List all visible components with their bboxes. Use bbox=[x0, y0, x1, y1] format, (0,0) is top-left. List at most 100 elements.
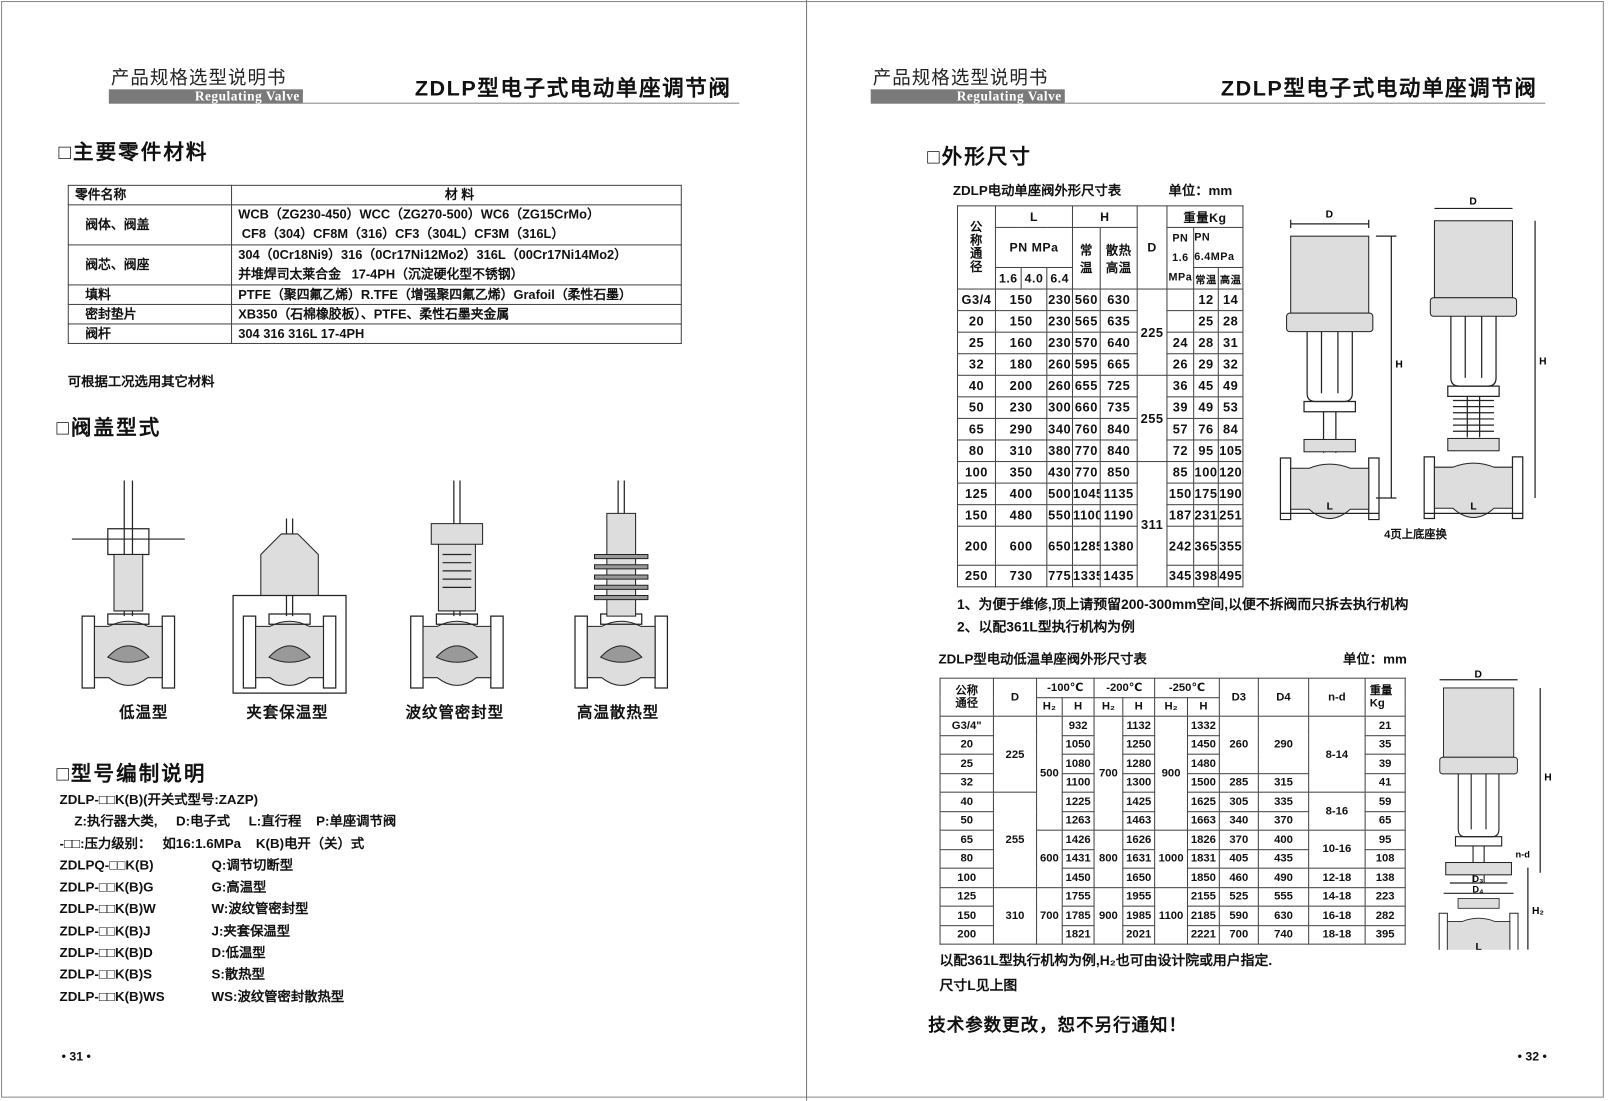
table-cell: 100 bbox=[939, 867, 994, 888]
table-cell: 18-18 bbox=[1308, 924, 1366, 945]
table-cell: 65 bbox=[956, 417, 996, 441]
table-cell: 850 bbox=[1099, 461, 1138, 484]
table-cell: 1280 bbox=[1122, 753, 1156, 774]
table-cell: 200 bbox=[939, 924, 994, 945]
table-cell: 160 bbox=[994, 331, 1048, 355]
table-cell: 32 bbox=[939, 772, 994, 793]
table-cell: 398 bbox=[1193, 564, 1219, 588]
table-row: 密封垫片 XB350（石棉橡胶板）、PTFE、柔性石墨夹金属 bbox=[67, 303, 682, 325]
col-header-nd: n-d bbox=[1308, 677, 1366, 717]
table-cell: 1631 bbox=[1122, 848, 1156, 869]
table-cell: 1955 bbox=[1122, 886, 1156, 907]
table-cell: 2221 bbox=[1186, 924, 1220, 945]
table-cell: 1380 bbox=[1099, 525, 1138, 566]
table-row: 填料 PTFE（聚四氟乙烯）R.TFE（增强聚四氟乙烯）Grafoil（柔性石墨） bbox=[67, 284, 682, 305]
col-header-l40: 4.0 bbox=[1020, 266, 1048, 290]
table-cell: 260 bbox=[1218, 715, 1259, 774]
table-cell: 840 bbox=[1099, 439, 1138, 463]
table2-note: 以配361L型执行机构为例,H₂也可由设计院或用户指定. bbox=[939, 952, 1273, 969]
table-cell: 260 bbox=[1046, 374, 1074, 398]
col-header: 材 料 bbox=[231, 184, 682, 206]
dim-label-D: D bbox=[1326, 210, 1333, 221]
table-row: 40 200 260 655 725 255 36 45 49 bbox=[956, 374, 1244, 463]
col-header-h2: H₂ bbox=[1036, 696, 1063, 717]
col-header-h: H bbox=[1122, 696, 1156, 717]
table-cell: 1425 bbox=[1122, 791, 1156, 812]
table-cell: 50 bbox=[956, 396, 996, 419]
table-cell bbox=[1166, 310, 1195, 333]
table-row: 25 1080 1280 1480 39 bbox=[939, 753, 1406, 774]
table-cell: 1332 bbox=[1186, 715, 1220, 736]
col-header-D3: D3 bbox=[1218, 677, 1259, 717]
table-cell: 1263 bbox=[1061, 810, 1095, 831]
outline-drawing-standard: D H L bbox=[1279, 210, 1403, 521]
table-cell: 84 bbox=[1217, 417, 1244, 441]
bonnet-type-label: 低温型 bbox=[119, 704, 169, 722]
col-header-h-normal: 常温 bbox=[1072, 226, 1101, 290]
table-cell: 282 bbox=[1364, 905, 1406, 926]
valve-drawing-bellows bbox=[410, 480, 504, 689]
table-cell: 740 bbox=[1257, 924, 1310, 945]
table-cell: 260 bbox=[1046, 353, 1074, 376]
table-cell: 480 bbox=[994, 504, 1048, 527]
figure-caption: 4页上底座换 bbox=[1384, 528, 1447, 542]
table-cell: 1755 bbox=[1061, 886, 1095, 907]
table-cell: 310 bbox=[994, 439, 1048, 463]
table-cell: 340 bbox=[1218, 810, 1259, 831]
table2-title: ZDLP型电动低温单座阀外形尺寸表 bbox=[938, 650, 1147, 667]
table-cell: 635 bbox=[1099, 310, 1138, 333]
section-heading-dimensions: □外形尺寸 bbox=[927, 145, 1033, 169]
table-cell: 36 bbox=[1166, 374, 1195, 398]
col-header-h: H bbox=[1186, 696, 1220, 717]
table-cell: 20 bbox=[956, 310, 996, 333]
part-name: 密封垫片 bbox=[67, 303, 233, 325]
table-cell: 305 bbox=[1218, 791, 1259, 812]
table-cell: 630 bbox=[1257, 905, 1310, 926]
model-code-line: ZDLP-□□K(B)WS WS:波纹管密封散热型 bbox=[59, 988, 345, 1004]
col-header-minus100: -100℃ bbox=[1036, 677, 1095, 698]
page-title: ZDLP型电子式电动单座调节阀 bbox=[414, 77, 732, 101]
table-cell: 32 bbox=[1217, 353, 1244, 376]
table-cell: 50 bbox=[939, 810, 994, 831]
table-row: 阀芯、阀座 304（0Cr18Ni9）316（0Cr17Ni12Mo2）316L（… bbox=[67, 244, 682, 286]
valve-outline-drawings: D H L D H L bbox=[1279, 196, 1547, 521]
page-number: • 31 • bbox=[61, 1049, 91, 1064]
bonnet-type-label: 夹套保温型 bbox=[246, 704, 329, 722]
table-cell: 1132 bbox=[1122, 715, 1156, 736]
table-cell: 41 bbox=[1364, 772, 1406, 793]
table-cell: 57 bbox=[1166, 417, 1195, 441]
table-cell: 1426 bbox=[1061, 829, 1095, 850]
table-cell: 230 bbox=[1046, 288, 1074, 312]
table-cell: 76 bbox=[1193, 417, 1219, 441]
table-cell: 1463 bbox=[1122, 810, 1156, 831]
table-cell: 490 bbox=[1257, 867, 1310, 888]
table-cell: 150 bbox=[1166, 482, 1195, 506]
table1-unit: 单位：mm bbox=[1168, 182, 1233, 199]
table-cell: 20 bbox=[939, 734, 994, 755]
model-code-line: -□□:压力级别： 如16:1.6MPa K(B)电开（关）式 bbox=[59, 835, 365, 851]
series-title: 产品规格选型说明书 bbox=[110, 67, 287, 89]
dim-label-D: D bbox=[1474, 670, 1481, 681]
table-cell: 770 bbox=[1072, 461, 1101, 484]
col-header-L: L bbox=[994, 205, 1074, 228]
table-cell: 175 bbox=[1193, 482, 1219, 506]
table-cell: 29 bbox=[1193, 353, 1219, 376]
table-cell: 72 bbox=[1166, 439, 1195, 463]
table-cell: 570 bbox=[1072, 331, 1101, 355]
table-cell: 355 bbox=[1217, 525, 1244, 566]
table-cell: 53 bbox=[1217, 396, 1244, 419]
bonnet-type-label: 波纹管密封型 bbox=[405, 704, 505, 722]
table-cell: 39 bbox=[1166, 396, 1195, 419]
table-cell: 8-16 bbox=[1308, 791, 1366, 831]
table-cell: 35 bbox=[1364, 734, 1406, 755]
table-cell: 500 bbox=[1046, 482, 1074, 506]
table-header-row: 零件名称材 料 bbox=[67, 184, 682, 206]
dim-label-H: H bbox=[1539, 357, 1546, 368]
table1-note: 1、为便于维修,顶上请预留200-300mm空间,以便不拆阀而只拆去执行机构 bbox=[956, 596, 1409, 612]
table-cell: 335 bbox=[1257, 791, 1310, 812]
table-cell: 435 bbox=[1257, 848, 1310, 869]
table-cell: 28 bbox=[1217, 310, 1244, 333]
table-cell: 340 bbox=[1046, 417, 1074, 441]
table-cell: 400 bbox=[994, 482, 1048, 506]
